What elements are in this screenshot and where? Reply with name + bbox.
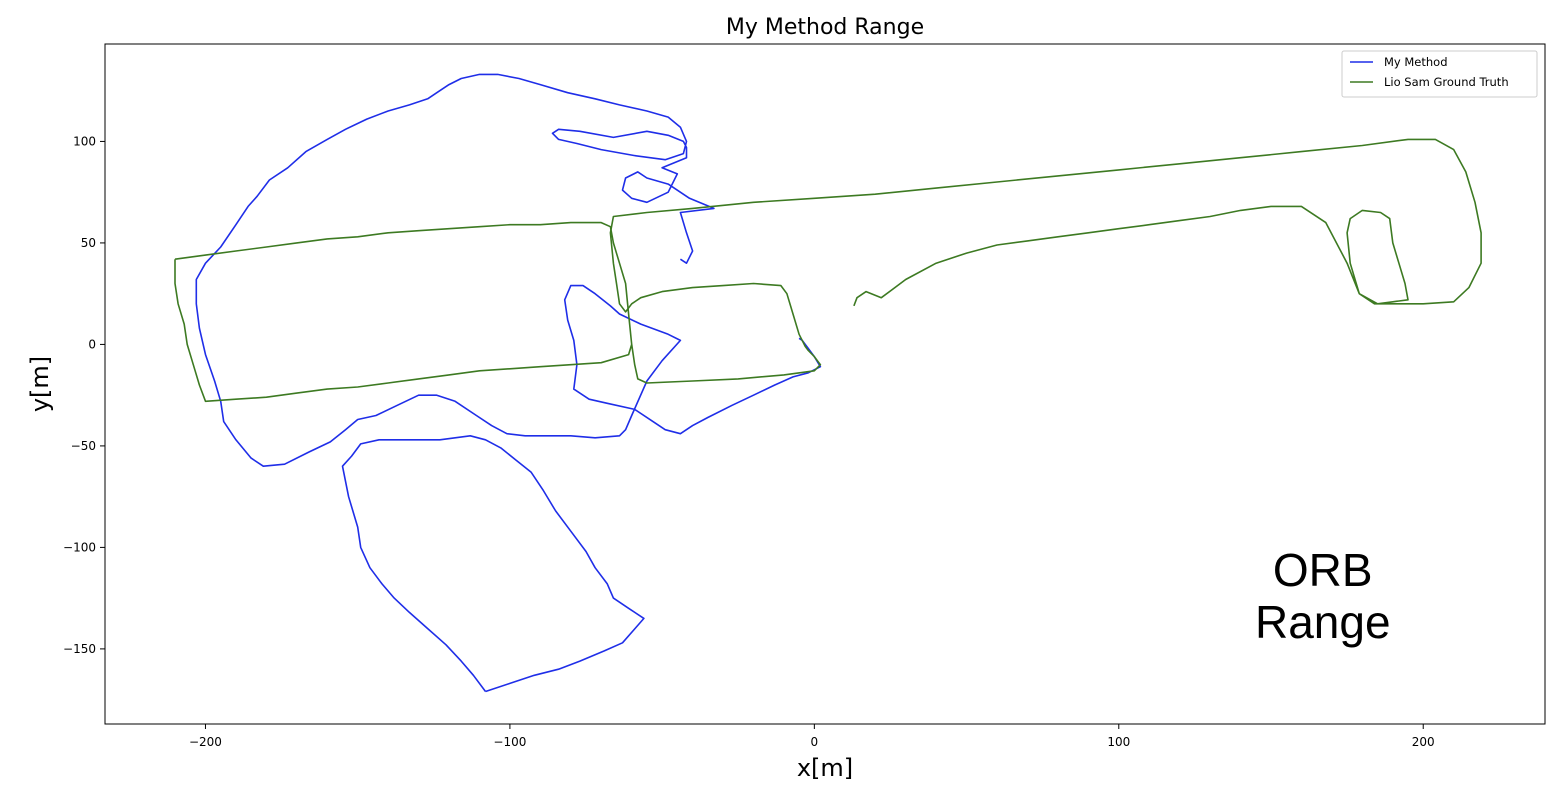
- x-tick-label: −200: [189, 735, 222, 749]
- series-line-my-method-0: [195, 73, 822, 468]
- legend-label-my-method: My Method: [1384, 55, 1448, 69]
- x-tick-label: 200: [1412, 735, 1435, 749]
- legend-label-lio-sam-ground-truth: Lio Sam Ground Truth: [1384, 75, 1509, 89]
- y-tick-label: −50: [71, 439, 96, 453]
- annotation-line-2: Range: [1255, 596, 1391, 648]
- x-tick-label: −100: [493, 735, 526, 749]
- series-layer: [174, 73, 1482, 693]
- annotation-line-1: ORB: [1273, 544, 1373, 596]
- y-tick-label: −100: [63, 540, 96, 554]
- y-tick-label: 50: [81, 236, 96, 250]
- series-line-lio-sam-ground-truth-3: [609, 138, 1482, 384]
- y-tick-label: −150: [63, 642, 96, 656]
- y-axis-label: y[m]: [26, 356, 54, 412]
- x-tick-label: 0: [811, 735, 819, 749]
- legend-box: [1341, 50, 1538, 98]
- plot-frame: [104, 43, 1546, 725]
- y-axis-ticks: −150 −100 −50 0 50 100: [63, 134, 105, 656]
- chart-title: My Method Range: [726, 15, 924, 40]
- x-tick-label: 100: [1107, 735, 1130, 749]
- orb-range-annotation: ORB Range: [1255, 544, 1391, 648]
- x-axis-label: x[m]: [797, 754, 853, 782]
- x-axis-ticks: −200 −100 0 100 200: [189, 724, 1435, 749]
- series-line-my-method-1: [341, 434, 645, 693]
- y-tick-label: 0: [88, 337, 96, 351]
- y-tick-label: 100: [73, 134, 96, 148]
- series-line-lio-sam-ground-truth-2: [174, 221, 633, 403]
- legend: My Method Lio Sam Ground Truth: [1341, 50, 1538, 98]
